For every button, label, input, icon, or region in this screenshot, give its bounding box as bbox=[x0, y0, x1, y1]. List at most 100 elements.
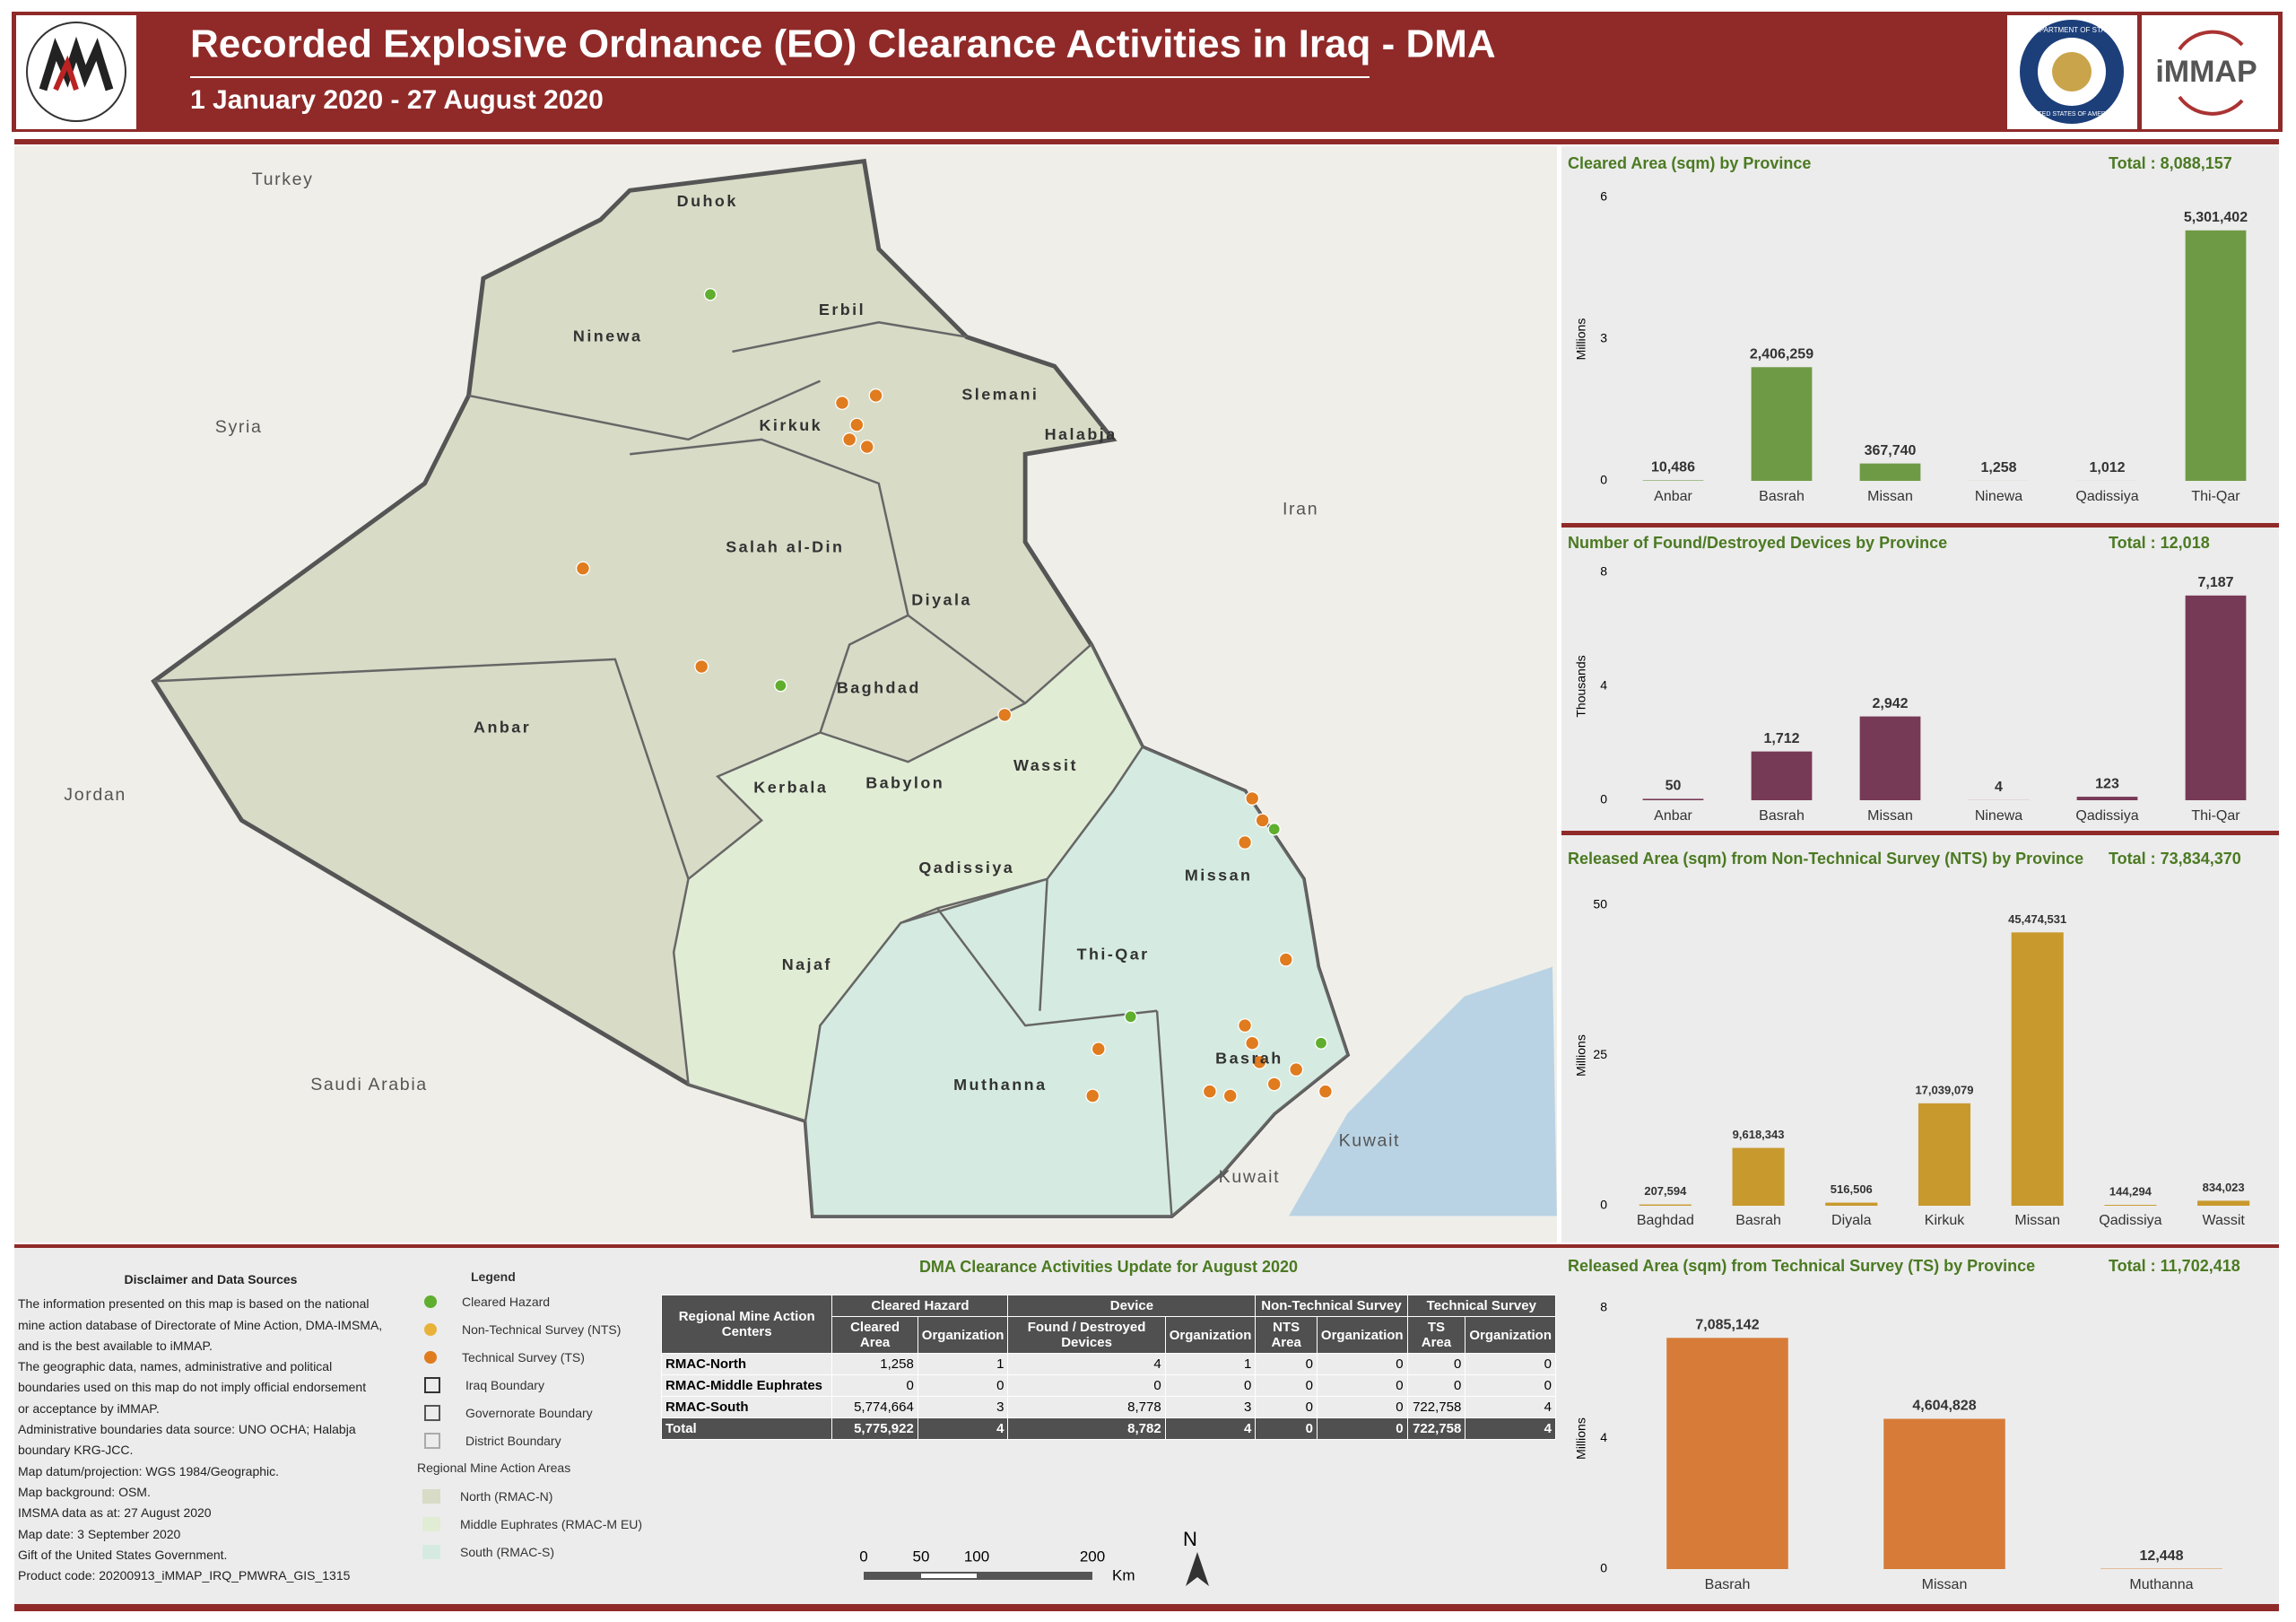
value-label: 10,486 bbox=[1651, 460, 1695, 475]
legend-item: Cleared Hazard bbox=[417, 1287, 650, 1315]
table-row: RMAC-North 1,258 1 4 1 0 0 0 0 bbox=[660, 1353, 1556, 1375]
table-cell: 3 bbox=[917, 1396, 1009, 1418]
chart-total: Total : 8,088,157 bbox=[2109, 154, 2232, 172]
bar bbox=[2185, 595, 2247, 800]
ts-marker bbox=[997, 707, 1013, 722]
scale-label: 0 bbox=[859, 1548, 867, 1565]
province-label: Erbil bbox=[819, 301, 865, 318]
legend-symbol bbox=[424, 1350, 437, 1364]
x-tick-label: Missan bbox=[2014, 1213, 2060, 1228]
value-label: 7,085,142 bbox=[1695, 1317, 1759, 1332]
table-title: DMA Clearance Activities Update for Augu… bbox=[918, 1258, 1299, 1276]
table-cell: 8,778 bbox=[1007, 1396, 1166, 1418]
value-label: 17,039,079 bbox=[1915, 1083, 1973, 1096]
y-tick-label: 8 bbox=[1600, 564, 1607, 579]
legend-text: Governorate Boundary bbox=[465, 1405, 593, 1420]
bar bbox=[1825, 1202, 1878, 1206]
bar bbox=[1859, 463, 1921, 481]
logo-box bbox=[16, 15, 136, 129]
province-label: Muthanna bbox=[953, 1076, 1047, 1094]
table-cell: 0 bbox=[1255, 1353, 1318, 1375]
table-cell: 5,774,664 bbox=[831, 1396, 918, 1418]
chart-title: Cleared Area (sqm) by Province bbox=[1568, 154, 1811, 172]
bar bbox=[1751, 367, 1813, 481]
legend-text: North (RMAC-N) bbox=[460, 1488, 553, 1504]
x-tick-label: Qadissiya bbox=[2075, 489, 2138, 504]
country-label: Syria bbox=[215, 417, 263, 437]
table-cell: 0 bbox=[831, 1374, 918, 1397]
x-tick-label: Missan bbox=[1867, 808, 1913, 824]
x-tick-label: Thi-Qar bbox=[2191, 808, 2240, 824]
disclaimer-line: Administrative boundaries data source: U… bbox=[18, 1422, 356, 1437]
table-cell: 4 bbox=[1164, 1417, 1257, 1440]
ts-marker bbox=[1245, 790, 1260, 806]
table-cell: 0 bbox=[1007, 1374, 1166, 1397]
province-label: Diyala bbox=[911, 590, 972, 608]
ts-marker bbox=[694, 659, 709, 675]
province-label: Salah al-Din bbox=[726, 537, 844, 555]
scale-bar-seg bbox=[921, 1574, 977, 1578]
disclaimer-title: Disclaimer and Data Sources bbox=[124, 1272, 298, 1286]
table: Regional Mine Action Centers Cleared Haza… bbox=[660, 1295, 1557, 1440]
bar bbox=[1642, 798, 1704, 800]
header-cell: Regional Mine Action Centers bbox=[660, 1295, 833, 1354]
legend-item: Middle Euphrates (RMAC-M EU) bbox=[417, 1510, 650, 1538]
chart-title: Released Area (sqm) from Technical Surve… bbox=[1568, 1257, 2035, 1275]
value-label: 9,618,343 bbox=[1733, 1128, 1785, 1141]
bar bbox=[1859, 716, 1921, 800]
x-tick-label: Wassit bbox=[2202, 1213, 2245, 1228]
table-cell: 0 bbox=[1465, 1353, 1556, 1375]
legend-item: District Boundary bbox=[417, 1426, 650, 1454]
y-tick-label: 0 bbox=[1600, 1198, 1607, 1212]
disclaimer-line: IMSMA data as at: 27 August 2020 bbox=[18, 1505, 212, 1521]
x-tick-label: Anbar bbox=[1654, 489, 1692, 504]
separator bbox=[14, 1604, 2279, 1611]
x-tick-label: Missan bbox=[1922, 1577, 1968, 1592]
hazard-marker bbox=[1314, 1036, 1328, 1050]
bar bbox=[1918, 1103, 1971, 1206]
country-label: Iran bbox=[1283, 499, 1318, 519]
bar bbox=[1666, 1338, 1788, 1569]
disclaimer-line: Map date: 3 September 2020 bbox=[18, 1526, 181, 1541]
seal-eagle bbox=[2052, 52, 2092, 92]
legend-text: South (RMAC-S) bbox=[460, 1544, 555, 1559]
hazard-marker bbox=[703, 288, 718, 301]
table-cell: 0 bbox=[1406, 1353, 1466, 1375]
table-cell: 1 bbox=[917, 1353, 1009, 1375]
disclaimer-line: Gift of the United States Government. bbox=[18, 1547, 228, 1562]
y-tick-label: 0 bbox=[1600, 473, 1607, 487]
scale-label: 100 bbox=[964, 1548, 989, 1565]
country-label: Kuwait bbox=[1339, 1130, 1401, 1150]
y-tick-label: 50 bbox=[1593, 897, 1607, 911]
ts-marker bbox=[1238, 834, 1253, 850]
header-cell: Cleared Hazard bbox=[831, 1295, 1009, 1317]
value-label: 1,712 bbox=[1763, 731, 1799, 746]
disclaimer-line: Product code: 20200913_iMMAP_IRQ_PMWRA_G… bbox=[18, 1568, 351, 1583]
x-tick-label: Basrah bbox=[1759, 808, 1805, 824]
disclaimer-line: and is the best available to iMMAP. bbox=[18, 1338, 213, 1353]
province-label: Najaf bbox=[782, 955, 832, 973]
country-label: Turkey bbox=[252, 170, 314, 189]
legend-symbol bbox=[424, 1432, 440, 1449]
province-label: Qadissiya bbox=[918, 859, 1014, 876]
x-tick-label: Basrah bbox=[1705, 1577, 1751, 1592]
header-cell: Organization bbox=[1316, 1316, 1408, 1354]
header-cell: Technical Survey bbox=[1406, 1295, 1557, 1317]
value-label: 4,604,828 bbox=[1912, 1399, 1976, 1414]
chart-total: Total : 11,702,418 bbox=[2109, 1257, 2240, 1275]
y-axis-label: Millions bbox=[1574, 1034, 1588, 1077]
province-label: Anbar bbox=[474, 718, 531, 736]
ts-marker bbox=[1255, 813, 1270, 828]
table-cell: 0 bbox=[1255, 1374, 1318, 1397]
table-cell: RMAC-South bbox=[660, 1396, 833, 1418]
value-label: 45,474,531 bbox=[2008, 912, 2066, 926]
x-tick-label: Thi-Qar bbox=[2191, 489, 2240, 504]
legend-symbol bbox=[424, 1404, 440, 1421]
table-cell: 0 bbox=[1316, 1353, 1408, 1375]
table-cell: 0 bbox=[1465, 1374, 1556, 1397]
table-cell: 4 bbox=[917, 1417, 1009, 1440]
bar bbox=[2076, 797, 2138, 800]
charts-bg bbox=[1561, 146, 2279, 1243]
header-cell: NTS Area bbox=[1255, 1316, 1318, 1354]
